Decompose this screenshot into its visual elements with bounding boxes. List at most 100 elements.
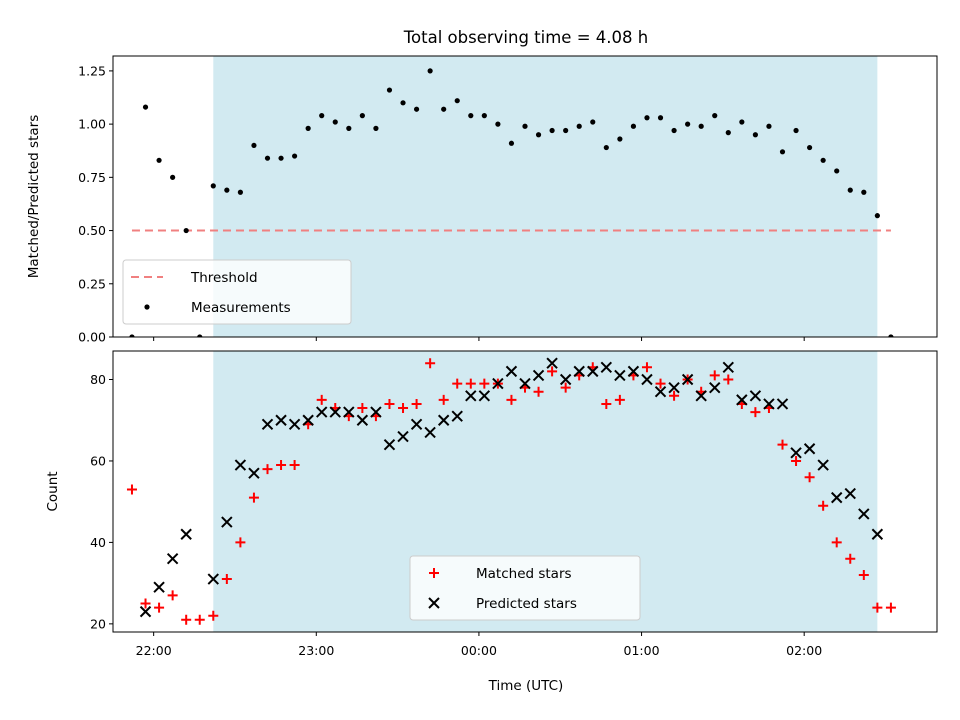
data-point (779, 149, 786, 155)
data-point (668, 381, 680, 394)
data-point (386, 87, 393, 93)
x-axis-label: Time (UTC) (488, 678, 564, 694)
data-point (749, 390, 762, 402)
data-point (451, 410, 463, 422)
data-point (170, 174, 176, 180)
data-point (763, 398, 775, 410)
data-point (126, 484, 137, 495)
data-point (576, 123, 582, 129)
data-point (289, 460, 300, 471)
data-point (156, 157, 162, 163)
data-point (479, 378, 490, 389)
data-point (316, 406, 328, 418)
data-point (777, 439, 788, 450)
legend-box (409, 555, 641, 621)
data-point (248, 467, 260, 479)
legend: Matched stars Predicted stars (409, 555, 641, 621)
data-point (207, 573, 219, 585)
data-point (139, 605, 152, 618)
data-point (641, 362, 652, 373)
legend: Threshold Measurements (122, 259, 352, 325)
legend-label: Threshold (190, 270, 258, 286)
ratio-panel: 0.00 0.25 0.50 0.75 1.00 1.25 Matched/Predicte… (26, 55, 938, 345)
data-point (251, 142, 257, 149)
data-point (858, 569, 869, 580)
data-point (481, 113, 487, 119)
data-point (807, 144, 813, 151)
data-point (398, 403, 409, 414)
data-point (153, 581, 165, 593)
data-point (373, 125, 379, 131)
data-point (847, 187, 853, 193)
series-predicted-stars (139, 357, 884, 618)
data-point (627, 365, 640, 378)
data-point (262, 464, 273, 475)
data-point (356, 414, 369, 426)
data-point (722, 361, 734, 373)
data-point (221, 574, 232, 585)
data-point (221, 516, 233, 528)
data-point (888, 334, 894, 337)
data-point (166, 552, 179, 565)
data-point (874, 213, 880, 219)
data-point (725, 130, 731, 136)
data-point (519, 377, 531, 390)
data-point (425, 358, 436, 369)
data-point (818, 500, 829, 511)
data-point (845, 553, 856, 564)
data-point (695, 390, 707, 402)
data-point (641, 373, 653, 386)
data-point (600, 361, 613, 373)
data-point (709, 370, 720, 381)
data-point (617, 136, 623, 142)
legend-marker (428, 597, 440, 609)
data-point (669, 390, 680, 401)
data-point (275, 414, 287, 426)
y-tick-label: 1.25 (78, 63, 106, 78)
data-point (614, 369, 626, 382)
legend-marker (429, 568, 439, 578)
data-point (288, 418, 301, 431)
data-point (791, 455, 802, 466)
data-point (468, 113, 474, 119)
data-point (872, 602, 883, 613)
data-point (410, 418, 423, 431)
legend-label: Matched stars (476, 566, 572, 582)
data-point (454, 98, 460, 104)
data-point (438, 394, 449, 405)
data-point (383, 438, 396, 451)
data-point (573, 365, 585, 378)
series-matched-stars (126, 358, 896, 625)
y-tick-label: 20 (90, 616, 106, 631)
y-tick-label: 0.75 (78, 170, 106, 185)
data-point (370, 406, 382, 418)
y-axis-label: Count (45, 471, 61, 511)
data-point (861, 189, 867, 195)
data-point (264, 155, 271, 161)
x-tick-label: 01:00 (624, 643, 660, 658)
data-point (750, 407, 761, 418)
data-point (831, 537, 842, 548)
data-point (167, 590, 178, 601)
data-point (194, 614, 205, 625)
legend-box (122, 259, 352, 325)
x-tick-label: 22:00 (136, 643, 172, 658)
data-point (630, 123, 637, 129)
data-point (546, 357, 558, 369)
data-point (495, 121, 501, 127)
data-point (776, 398, 789, 410)
series-measurements (129, 68, 894, 337)
data-point (522, 123, 528, 129)
data-point (831, 491, 843, 504)
data-point (424, 426, 436, 439)
axes-frame (112, 350, 938, 633)
data-point (681, 373, 694, 386)
data-point (180, 528, 192, 540)
data-point (302, 414, 314, 426)
data-point (790, 447, 802, 459)
data-point (154, 602, 165, 613)
legend-label: Predicted stars (476, 596, 577, 612)
data-point (235, 537, 246, 548)
data-point (712, 113, 718, 119)
data-point (739, 119, 745, 125)
